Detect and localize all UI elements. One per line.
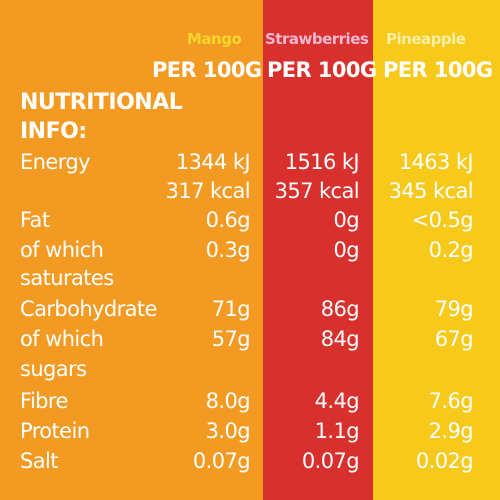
strawberries-column-background	[263, 0, 373, 500]
strawberries-value: 86g	[320, 297, 360, 321]
nutrient-label: Fibre	[20, 389, 68, 413]
pineapple-value: <0.5g	[411, 208, 474, 232]
mango-per-100g: PER 100G	[152, 58, 262, 82]
strawberries-per-100g: PER 100G	[267, 58, 377, 82]
nutrient-label: Carbohydrate	[20, 297, 157, 321]
strawberries-value: 84g	[320, 327, 360, 351]
strawberries-value: 0g	[333, 208, 360, 232]
mango-value: 0.07g	[192, 449, 251, 473]
nutrient-label: saturates	[20, 266, 114, 290]
mango-value: 3.0g	[205, 419, 251, 443]
pineapple-value: 345 kcal	[388, 179, 474, 203]
pineapple-value: 2.9g	[428, 419, 474, 443]
nutrient-label: sugars	[20, 357, 87, 381]
strawberries-value: 4.4g	[314, 389, 360, 413]
mango-value: 0.3g	[205, 238, 251, 262]
nutrient-label: of which	[20, 238, 104, 262]
strawberries-value: 0.07g	[301, 449, 360, 473]
pineapple-value: 0.2g	[428, 238, 474, 262]
mango-header: Mango	[187, 30, 242, 48]
mango-value: 1344 kJ	[175, 150, 251, 174]
strawberries-value: 1516 kJ	[284, 150, 360, 174]
nutrient-label: of which	[20, 327, 104, 351]
strawberries-header: Strawberries	[265, 30, 369, 48]
nutrient-label: Protein	[20, 419, 90, 443]
mango-value: 0.6g	[205, 208, 251, 232]
mango-value: 8.0g	[205, 389, 251, 413]
mango-value: 71g	[211, 297, 251, 321]
pineapple-column-background	[373, 0, 500, 500]
strawberries-value: 357 kcal	[274, 179, 360, 203]
pineapple-value: 7.6g	[428, 389, 474, 413]
strawberries-value: 1.1g	[314, 419, 360, 443]
strawberries-value: 0g	[333, 238, 360, 262]
mango-value: 317 kcal	[165, 179, 251, 203]
pineapple-header: Pineapple	[386, 30, 466, 48]
pineapple-value: 1463 kJ	[398, 150, 474, 174]
pineapple-value: 67g	[434, 327, 474, 351]
pineapple-per-100g: PER 100G	[383, 58, 493, 82]
nutrient-label: Energy	[20, 150, 91, 174]
pineapple-value: 79g	[434, 297, 474, 321]
mango-value: 57g	[211, 327, 251, 351]
nutrient-label: Salt	[20, 449, 58, 473]
pineapple-value: 0.02g	[415, 449, 474, 473]
nutrient-label: Fat	[20, 208, 50, 232]
nutritional-info-heading: NUTRITIONAL INFO:	[20, 90, 183, 144]
